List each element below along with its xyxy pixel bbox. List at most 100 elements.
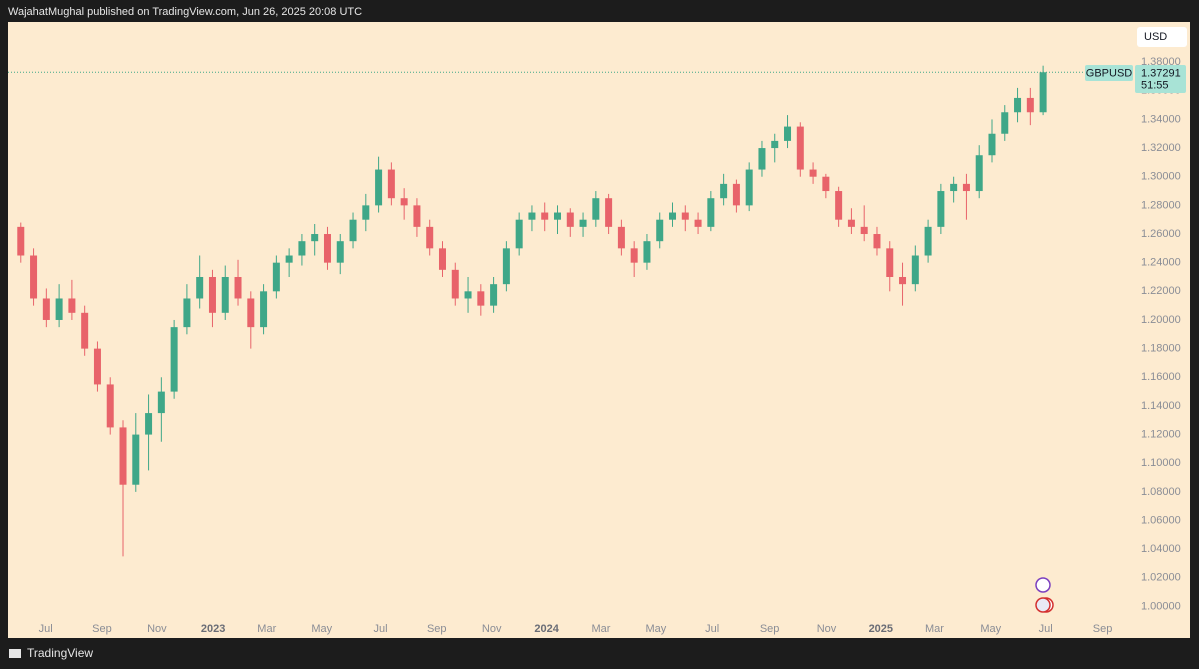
y-tick-label: 1.10000 — [1141, 457, 1181, 469]
candle-body — [835, 191, 843, 220]
x-tick-label: Mar — [257, 623, 276, 635]
candle-body — [1001, 112, 1009, 134]
candle-body — [208, 276, 216, 313]
candle-body — [988, 133, 996, 156]
candle-body — [464, 291, 472, 299]
candle-body — [937, 191, 945, 227]
y-tick-label: 1.02000 — [1141, 572, 1181, 584]
x-tick-label: Nov — [482, 623, 502, 635]
candle-body — [81, 312, 89, 349]
candle-body — [911, 255, 919, 285]
candle-body — [298, 241, 306, 256]
x-tick-label: 2025 — [869, 623, 893, 635]
x-tick-label: 2023 — [201, 623, 225, 635]
footer: TradingView — [27, 646, 93, 660]
candle-body — [566, 212, 574, 227]
candle-body — [886, 248, 894, 277]
candle-body — [132, 434, 140, 485]
candle-body — [745, 169, 753, 206]
currency-box — [1137, 27, 1187, 47]
x-tick-label: Jul — [705, 623, 719, 635]
candle-body — [553, 212, 561, 220]
last-price: 1.37291 — [1141, 67, 1181, 79]
candle-body — [975, 155, 983, 192]
x-tick-label: Mar — [591, 623, 610, 635]
candle-body — [796, 126, 804, 170]
y-tick-label: 1.26000 — [1141, 228, 1181, 240]
candle-body — [694, 219, 702, 227]
candle-body — [924, 226, 932, 256]
y-tick-label: 1.28000 — [1141, 199, 1181, 211]
y-tick-label: 1.24000 — [1141, 257, 1181, 269]
candle-body — [860, 226, 868, 235]
candle-body — [42, 298, 50, 320]
candle-body — [579, 219, 587, 227]
x-tick-label: Nov — [147, 623, 167, 635]
candle-body — [669, 212, 677, 220]
candle-body — [106, 384, 114, 428]
x-tick-label: Jul — [373, 623, 387, 635]
candle-body — [196, 276, 204, 299]
price-box — [1135, 65, 1186, 93]
candle-body — [247, 298, 255, 328]
candle-body — [477, 291, 485, 306]
x-tick-label: Mar — [925, 623, 944, 635]
candle-body — [272, 262, 280, 292]
event-icon[interactable] — [1035, 577, 1051, 593]
candle-body — [822, 176, 830, 192]
y-tick-label: 1.30000 — [1141, 171, 1181, 183]
x-tick-label: Sep — [92, 623, 112, 635]
plot-background — [8, 22, 1190, 638]
candle-body — [950, 183, 958, 192]
logo: TradingView — [9, 646, 93, 660]
y-tick-label: 1.32000 — [1141, 142, 1181, 154]
candle-body — [451, 269, 459, 299]
candle-body — [490, 284, 498, 306]
candle-body — [656, 219, 664, 242]
y-tick-label: 1.20000 — [1141, 314, 1181, 326]
candle-body — [413, 205, 421, 227]
candle-body — [170, 327, 178, 392]
x-tick-label: May — [311, 623, 332, 635]
candle-body — [183, 298, 191, 328]
candle-body — [55, 298, 63, 320]
candle-body — [311, 234, 319, 242]
logo-mark — [9, 649, 21, 658]
candle-body — [375, 169, 383, 206]
candle-body — [336, 241, 344, 263]
x-tick-label: May — [980, 623, 1001, 635]
candle-body — [592, 198, 600, 220]
candle-body — [157, 391, 165, 414]
event-icon[interactable] — [1035, 597, 1051, 613]
candle-body — [145, 413, 153, 435]
x-tick-label: 2024 — [534, 623, 559, 635]
y-tick-label: 1.22000 — [1141, 285, 1181, 297]
x-tick-label: Sep — [1093, 623, 1113, 635]
candle-body — [771, 140, 779, 149]
symbol: GBPUSD — [1086, 67, 1133, 79]
candle-body — [68, 298, 76, 313]
countdown: 51:55 — [1141, 79, 1169, 91]
candle-body — [285, 255, 293, 263]
candle-body — [681, 212, 689, 220]
candle-body — [400, 198, 408, 206]
candle-body — [93, 348, 101, 385]
candle-body — [515, 219, 523, 249]
y-tick-label: 1.16000 — [1141, 371, 1181, 383]
x-tick-label: May — [646, 623, 667, 635]
candle-body — [605, 198, 613, 227]
y-tick-label: 1.14000 — [1141, 400, 1181, 412]
x-tick-label: Sep — [427, 623, 447, 635]
symbol-box — [1085, 65, 1133, 81]
candle-body — [962, 183, 970, 192]
y-tick-label: 1.12000 — [1141, 428, 1181, 440]
candle-body — [438, 248, 446, 270]
candle-body — [426, 226, 434, 249]
y-tick-label: 1.06000 — [1141, 514, 1181, 526]
y-tick-label: 1.00000 — [1141, 600, 1181, 612]
x-tick-label: Jul — [39, 623, 53, 635]
candle-body — [387, 169, 395, 199]
candle-body — [234, 276, 242, 299]
y-tick-label: 1.08000 — [1141, 486, 1181, 498]
